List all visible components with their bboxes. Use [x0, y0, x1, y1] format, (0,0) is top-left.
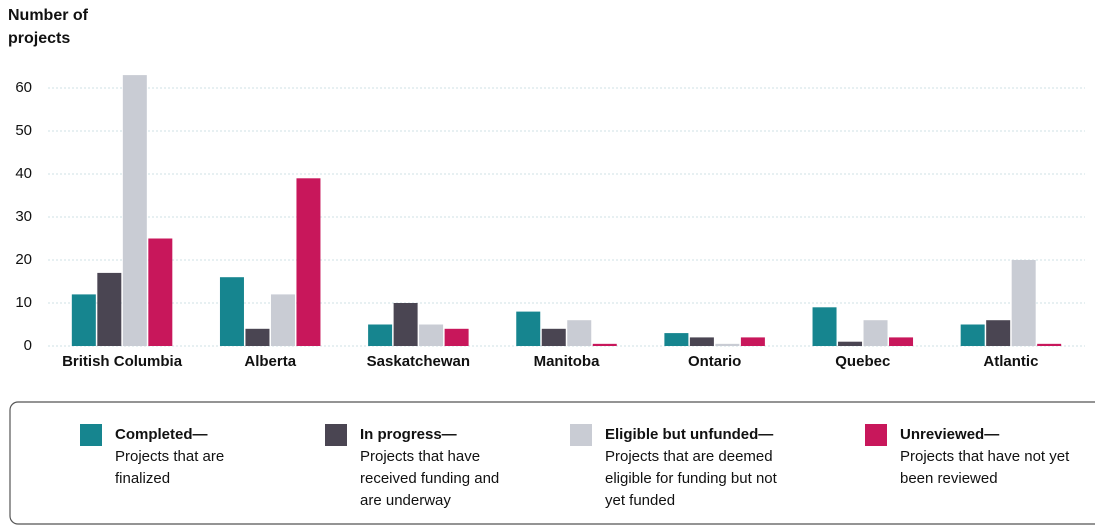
bar	[368, 324, 393, 346]
bar	[592, 343, 617, 346]
legend-swatch	[570, 424, 592, 446]
legend-swatch	[325, 424, 347, 446]
y-axis-label-box: Number of projects	[8, 7, 88, 47]
legend-swatch	[865, 424, 887, 446]
x-tick-label: Saskatchewan	[367, 353, 470, 370]
x-tick-label: Ontario	[688, 353, 741, 370]
bar	[245, 328, 270, 346]
bar	[393, 303, 418, 346]
y-tick-label: 50	[15, 122, 32, 139]
bar	[122, 75, 147, 346]
bar	[740, 337, 765, 346]
y-tick-label: 60	[15, 79, 32, 96]
bar	[664, 333, 689, 346]
bar	[986, 320, 1011, 346]
legend-entry: Eligible but unfunded— Projects that are …	[605, 424, 800, 512]
bar	[689, 337, 714, 346]
legend-name: Eligible but unfunded—	[605, 426, 774, 443]
x-tick-label: Quebec	[835, 353, 890, 370]
bar	[71, 294, 96, 346]
bar	[838, 341, 863, 346]
y-tick-label: 20	[15, 251, 32, 268]
bar	[97, 272, 122, 346]
bar	[541, 328, 566, 346]
x-tick-label: Manitoba	[534, 353, 600, 370]
bar	[889, 337, 914, 346]
legend-box	[9, 401, 1095, 525]
y-tick-label: 0	[24, 337, 32, 354]
x-tick-label: British Columbia	[62, 353, 183, 370]
legend-description: Projects that have not yet been reviewed	[900, 448, 1070, 487]
bar	[1037, 343, 1062, 346]
bar	[270, 294, 295, 346]
legend-entry: In progress— Projects that have received …	[360, 424, 510, 512]
bar	[960, 324, 985, 346]
legend-entry: Unreviewed— Projects that have not yet be…	[900, 424, 1075, 490]
legend-description: Projects that are deemed eligible for fu…	[605, 448, 777, 509]
legend-name: Completed—	[115, 426, 208, 443]
x-tick-label: Atlantic	[983, 353, 1038, 370]
legend-swatch	[80, 424, 102, 446]
bar	[516, 311, 541, 346]
bar	[863, 320, 888, 346]
legend-name: In progress—	[360, 426, 457, 443]
legend-name: Unreviewed—	[900, 426, 1000, 443]
bar	[567, 320, 592, 346]
y-tick-label: 10	[15, 294, 32, 311]
bar	[812, 307, 837, 346]
bar	[219, 277, 244, 346]
x-tick-label: Alberta	[244, 353, 296, 370]
legend-description: Projects that have received funding and …	[360, 448, 500, 509]
bar	[148, 238, 173, 346]
y-axis-label: Number of projects	[8, 7, 88, 47]
y-tick-label: 30	[15, 208, 32, 225]
bar	[1011, 260, 1036, 346]
legend-entry: Completed— Projects that are finalized	[115, 424, 255, 490]
y-tick-label: 40	[15, 165, 32, 182]
bar	[296, 178, 321, 346]
legend-description: Projects that are finalized	[115, 448, 225, 487]
bar	[444, 328, 469, 346]
bar	[419, 324, 444, 346]
bar	[715, 343, 740, 346]
